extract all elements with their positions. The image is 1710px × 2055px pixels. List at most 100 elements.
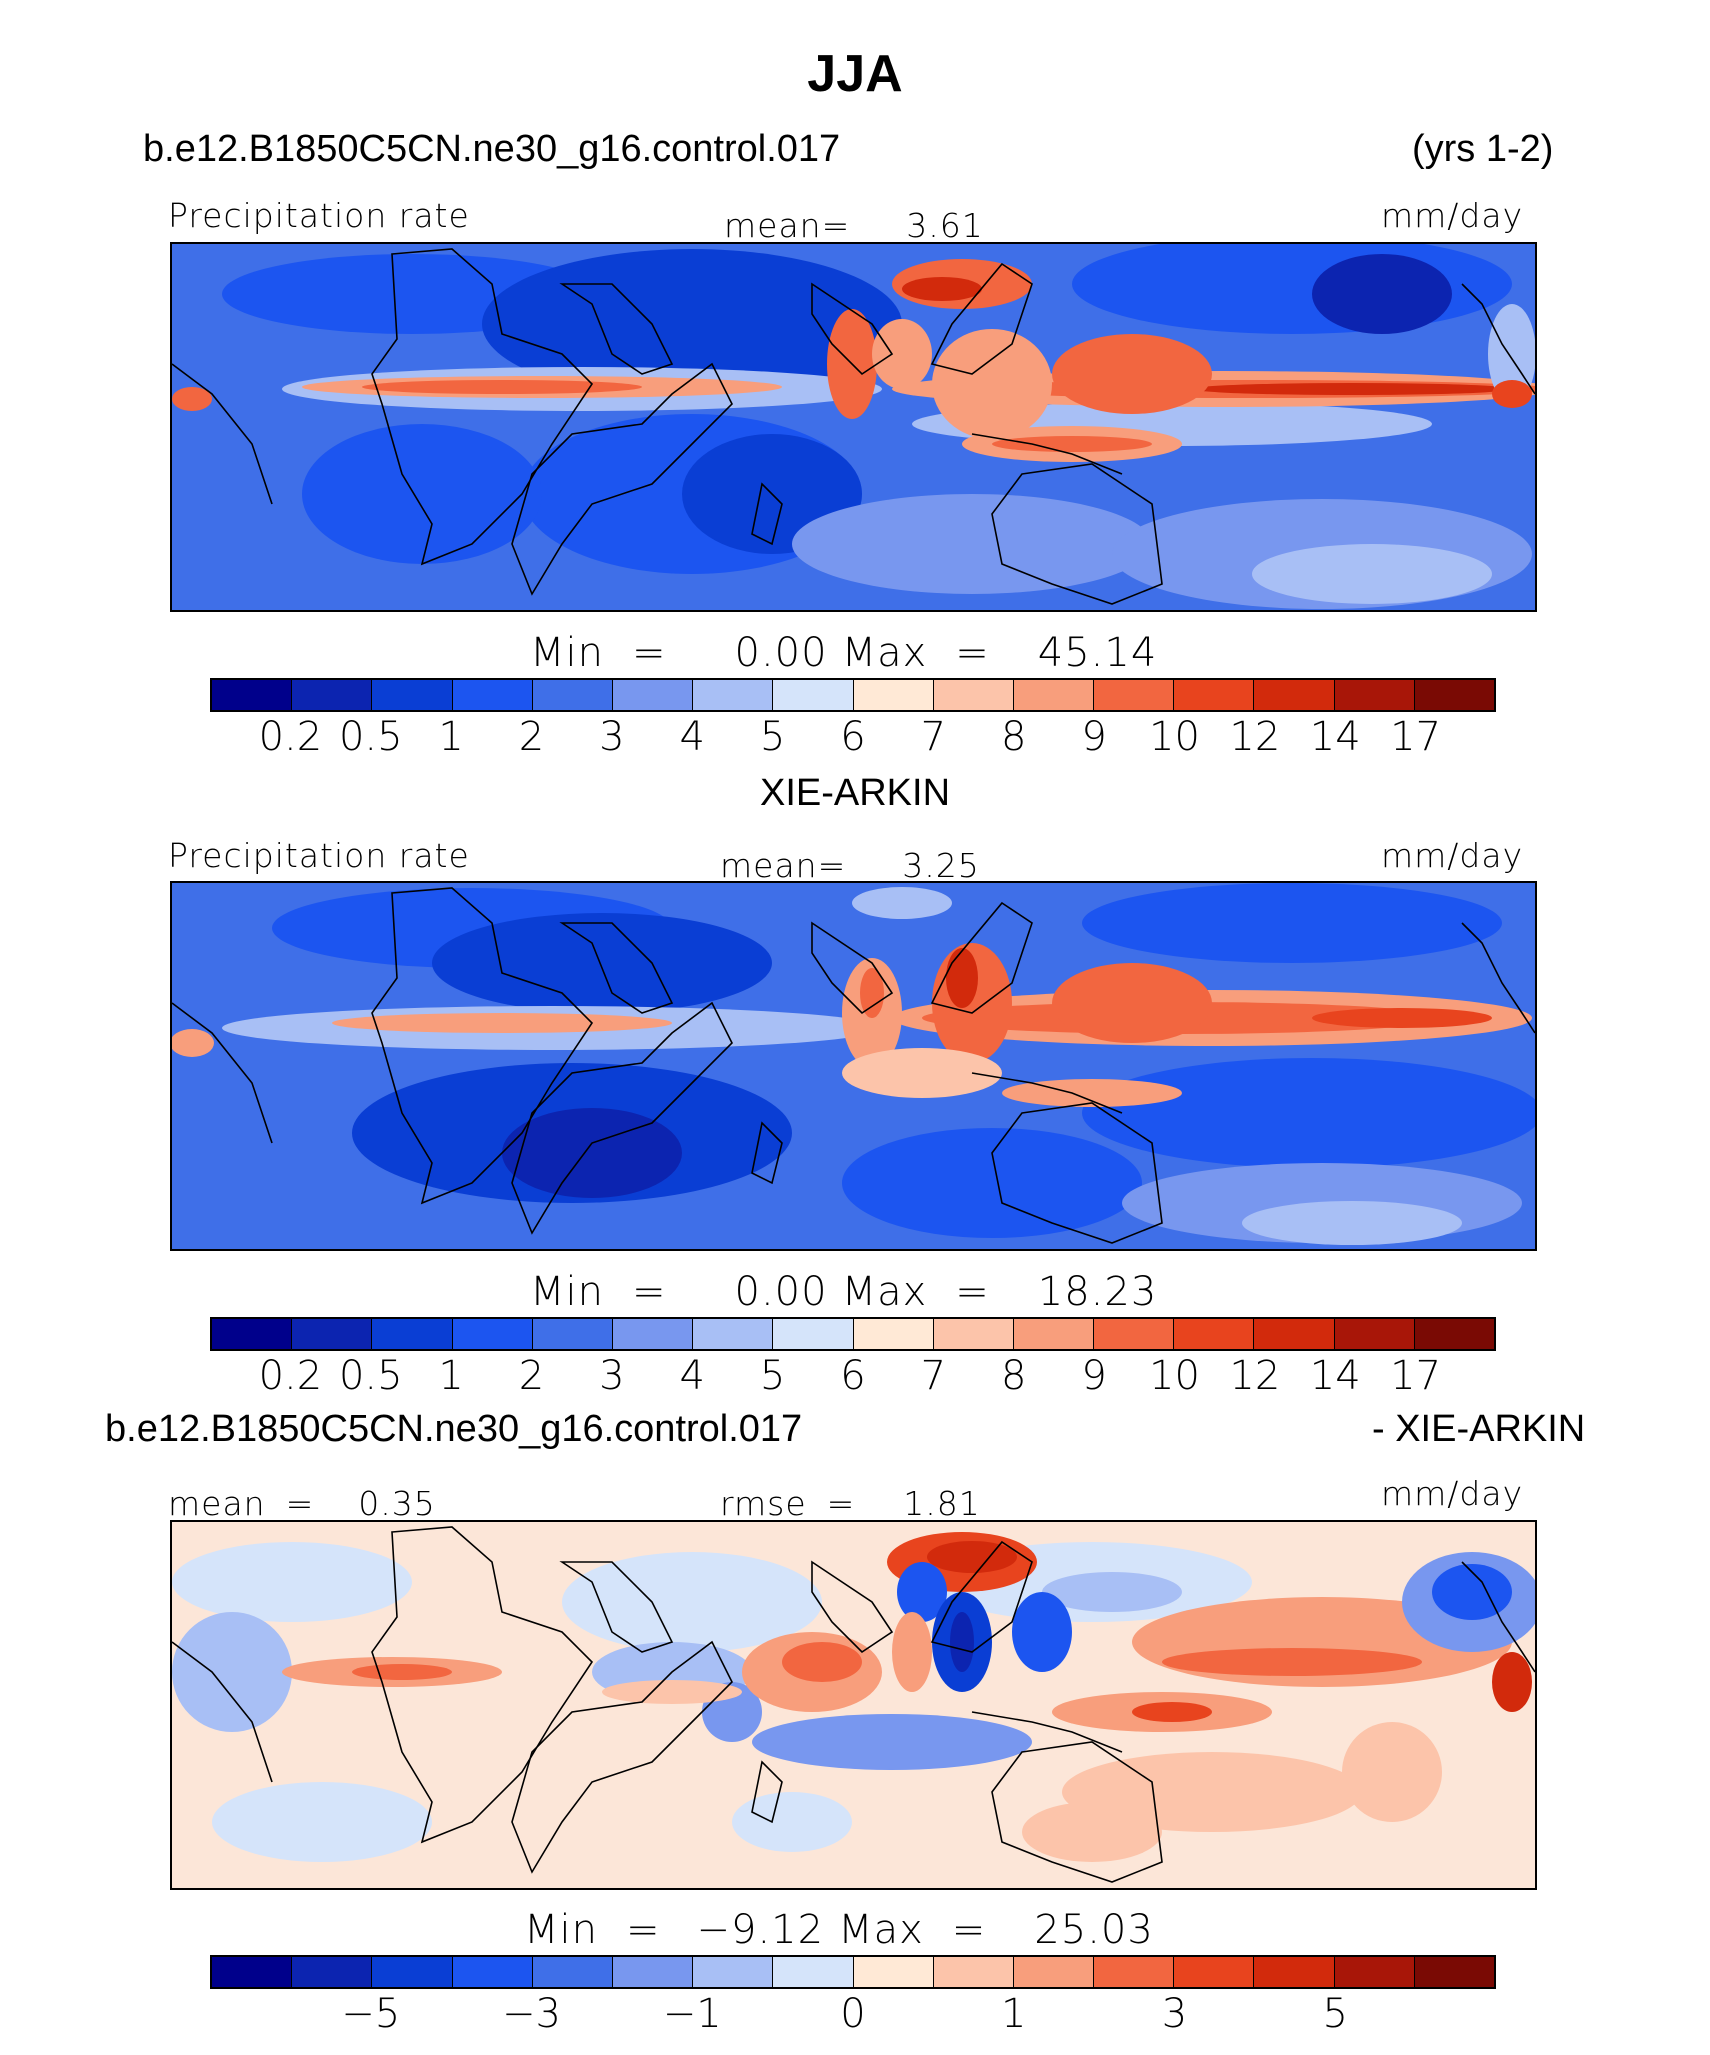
obs-title: XIE-ARKIN — [759, 772, 951, 814]
panel3-colorbar-bin — [933, 1957, 1014, 1987]
panel1-colorbar-bin — [1174, 680, 1255, 710]
panel3-colorbar-bin — [532, 1957, 613, 1987]
panel1-colorbar-tick-label: 12 — [1229, 714, 1281, 760]
panel3-colorbar-bin — [773, 1957, 854, 1987]
panel1-colorbar-tick-label: 17 — [1390, 714, 1442, 760]
panel1-variable-label: Precipitation rate — [168, 196, 470, 235]
panel2-colorbar-bin — [773, 1319, 854, 1349]
panel2-colorbar — [210, 1317, 1496, 1351]
panel3-colorbar-bin — [372, 1957, 453, 1987]
panel2-obs-precip-map — [170, 881, 1537, 1251]
panel2-colorbar-bin — [292, 1319, 373, 1349]
panel2-colorbar-tick-label: 1 — [438, 1353, 464, 1399]
panel2-units-label: mm/day — [1381, 836, 1524, 875]
panel1-colorbar-tick-label: 0.2 — [258, 714, 323, 760]
panel2-colorbar-bin — [212, 1319, 293, 1349]
panel3-colorbar-tick-label: −5 — [341, 1991, 401, 2037]
panel1-colorbar-bin — [773, 680, 854, 710]
panel1-colorbar-tick-label: 4 — [679, 714, 705, 760]
panel1-colorbar-bin — [612, 680, 694, 710]
panel3-colorbar-bin — [1174, 1957, 1255, 1987]
panel1-colorbar-tick-label: 10 — [1149, 714, 1200, 760]
panel2-colorbar-bin — [1094, 1319, 1175, 1349]
panel1-colorbar-tick-label: 9 — [1081, 714, 1107, 760]
panel3-colorbar-bin — [853, 1957, 934, 1987]
panel3-colorbar-bin — [212, 1957, 293, 1987]
panel2-max-value: 18.23 — [1037, 1269, 1158, 1315]
panel1-colorbar-bin — [1094, 680, 1175, 710]
panel1-mean-label: mean= 3.61 — [724, 206, 984, 245]
panel2-variable-label: Precipitation rate — [168, 836, 470, 875]
panel2-colorbar-bin — [693, 1319, 774, 1349]
panel1-colorbar-bin — [693, 680, 774, 710]
panel2-colorbar-bin — [1013, 1319, 1095, 1349]
panel3-max-value: 25.03 — [1034, 1907, 1154, 1953]
panel1-colorbar-bin — [1013, 680, 1095, 710]
panel3-colorbar-bin — [292, 1957, 373, 1987]
panel2-colorbar-tick-label: 0.2 — [258, 1353, 323, 1399]
panel1-colorbar-bin — [1254, 680, 1335, 710]
panel3-colorbar-bin — [693, 1957, 774, 1987]
panel3-colorbar-tick-label: 5 — [1322, 1991, 1348, 2037]
panel2-colorbar-bin — [1414, 1319, 1494, 1349]
panel2-colorbar-tick-label: 4 — [679, 1353, 705, 1399]
panel3-rmse-value: 1.81 — [903, 1484, 981, 1523]
panel1-colorbar-tick-label: 5 — [759, 714, 786, 760]
panel3-colorbar-tick-label: 0 — [840, 1991, 866, 2037]
panel1-colorbar-tick-label: 3 — [599, 714, 625, 760]
panel1-min-value: 0.00 — [734, 630, 828, 676]
panel2-colorbar-bin — [532, 1319, 613, 1349]
panel1-colorbar-bin — [853, 680, 934, 710]
panel1-colorbar-bin — [933, 680, 1014, 710]
panel3-colorbar-bin — [1013, 1957, 1095, 1987]
panel3-colorbar-bin — [1094, 1957, 1175, 1987]
panel3-colorbar-tick-label: −3 — [502, 1991, 561, 2037]
panel3-colorbar — [210, 1955, 1496, 1989]
panel1-colorbar-bin — [1414, 680, 1494, 710]
panel1-colorbar-bin — [1334, 680, 1415, 710]
panel3-units-label: mm/day — [1381, 1474, 1524, 1513]
diff-title-obs: - XIE-ARKIN — [1372, 1408, 1586, 1450]
panel1-colorbar-tick-label: 6 — [840, 714, 866, 760]
panel3-colorbar-tick-label: 1 — [1001, 1991, 1027, 2037]
panel2-mean-label: mean= 3.25 — [720, 846, 980, 885]
panel2-colorbar-tick-label: 12 — [1229, 1353, 1281, 1399]
panel3-min-value: −9.12 — [696, 1907, 825, 1953]
panel2-colorbar-bin — [1334, 1319, 1415, 1349]
panel1-colorbar-bin — [212, 680, 293, 710]
panel1-colorbar-tick-label: 2 — [518, 714, 545, 760]
panel2-colorbar-tick-label: 5 — [759, 1353, 786, 1399]
panel1-colorbar — [210, 678, 1496, 712]
panel3-mean-label: mean = 0.35 — [168, 1484, 436, 1523]
panel2-mean-value: 3.25 — [902, 846, 980, 885]
panel1-max-value: 45.14 — [1037, 630, 1158, 676]
panel3-rmse-label: rmse = 1.81 — [720, 1484, 981, 1523]
panel1-colorbar-bin — [452, 680, 533, 710]
case-name: b.e12.B1850C5CN.ne30_g16.control.017 — [143, 128, 841, 170]
panel2-colorbar-bin — [1254, 1319, 1335, 1349]
panel2-colorbar-tick-label: 17 — [1390, 1353, 1442, 1399]
panel2-colorbar-tick-label: 2 — [518, 1353, 545, 1399]
panel3-minmax: Min = −9.12 Max = 25.03 — [524, 1907, 1154, 1953]
panel1-colorbar-tick-label: 8 — [1001, 714, 1027, 760]
panel1-units-label: mm/day — [1381, 196, 1524, 235]
panel2-colorbar-bin — [1174, 1319, 1255, 1349]
panel1-colorbar-bin — [372, 680, 453, 710]
panel2-colorbar-tick-label: 3 — [599, 1353, 625, 1399]
panel1-colorbar-tick-label: 0.5 — [338, 714, 403, 760]
panel1-colorbar-bin — [292, 680, 373, 710]
panel3-colorbar-tick-label: 3 — [1161, 1991, 1188, 2037]
panel2-colorbar-bin — [372, 1319, 453, 1349]
panel2-colorbar-tick-label: 6 — [840, 1353, 866, 1399]
panel1-model-precip-map — [170, 242, 1537, 612]
panel1-colorbar-tick-label: 7 — [920, 714, 947, 760]
panel2-colorbar-bin — [612, 1319, 694, 1349]
panel2-colorbar-bin — [933, 1319, 1014, 1349]
panel3-colorbar-bin — [612, 1957, 694, 1987]
panel3-mean-value: 0.35 — [358, 1484, 436, 1523]
panel1-colorbar-tick-label: 1 — [438, 714, 464, 760]
panel3-colorbar-bin — [452, 1957, 533, 1987]
panel3-colorbar-bin — [1254, 1957, 1335, 1987]
panel2-colorbar-bin — [452, 1319, 533, 1349]
